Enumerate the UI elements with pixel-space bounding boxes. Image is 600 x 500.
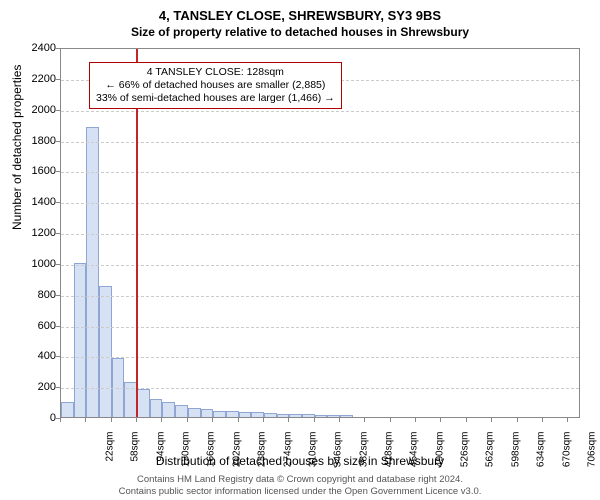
ytick-label: 1000 [16,258,56,270]
footer: Contains HM Land Registry data © Crown c… [0,474,600,498]
ytick-mark [55,202,60,203]
bar [188,408,201,417]
xtick-mark [314,418,315,422]
xtick-mark [60,418,61,422]
annotation-line1: 4 TANSLEY CLOSE: 128sqm [96,66,335,79]
ytick-mark [55,295,60,296]
bar [213,411,226,417]
xtick-mark [161,418,162,422]
subtitle: Size of property relative to detached ho… [0,23,600,39]
bar [340,415,353,417]
ytick-mark [55,79,60,80]
xtick-mark [212,418,213,422]
xtick-mark [491,418,492,422]
ytick-label: 2200 [16,73,56,85]
bar [302,414,315,417]
gridline [61,111,579,112]
bar [277,414,290,417]
gridline [61,265,579,266]
plot-area: 4 TANSLEY CLOSE: 128sqm ← 66% of detache… [60,48,580,418]
xtick-mark [542,418,543,422]
ytick-mark [55,356,60,357]
footer-line2: Contains public sector information licen… [0,486,600,498]
bar [99,286,112,417]
bar [150,399,163,418]
bar [239,412,252,417]
ytick-label: 1600 [16,165,56,177]
xtick-mark [415,418,416,422]
figure: 4, TANSLEY CLOSE, SHREWSBURY, SY3 9BS Si… [0,0,600,500]
xtick-mark [187,418,188,422]
xtick-mark [517,418,518,422]
ytick-mark [55,387,60,388]
gridline [61,357,579,358]
gridline [61,203,579,204]
gridline [61,327,579,328]
xtick-mark [339,418,340,422]
bar [201,409,214,417]
ytick-mark [55,326,60,327]
bar [251,412,264,417]
bar [289,414,302,417]
ytick-label: 800 [16,289,56,301]
ytick-label: 2000 [16,104,56,116]
ytick-mark [55,110,60,111]
gridline [61,234,579,235]
ytick-mark [55,141,60,142]
xtick-mark [85,418,86,422]
xtick-mark [440,418,441,422]
bar [86,127,99,417]
bar [74,263,87,417]
annotation-box: 4 TANSLEY CLOSE: 128sqm ← 66% of detache… [89,62,342,109]
bar [175,405,188,417]
ytick-label: 1800 [16,135,56,147]
bar [315,415,328,417]
bar [137,389,150,417]
x-axis-label: Distribution of detached houses by size … [0,454,600,468]
ytick-mark [55,48,60,49]
xtick-mark [136,418,137,422]
ytick-mark [55,171,60,172]
ytick-label: 600 [16,320,56,332]
gridline [61,142,579,143]
xtick-mark [567,418,568,422]
xtick-mark [288,418,289,422]
page-title: 4, TANSLEY CLOSE, SHREWSBURY, SY3 9BS [0,0,600,23]
xtick-mark [111,418,112,422]
ytick-label: 400 [16,350,56,362]
xtick-mark [238,418,239,422]
gridline [61,388,579,389]
xtick-mark [263,418,264,422]
ytick-label: 0 [16,412,56,424]
ytick-mark [55,233,60,234]
bar [162,402,175,417]
xtick-mark [390,418,391,422]
bar [226,411,239,417]
bar [264,413,277,417]
bar [61,402,74,417]
chart: 4 TANSLEY CLOSE: 128sqm ← 66% of detache… [60,48,580,418]
bar [327,415,340,417]
footer-line1: Contains HM Land Registry data © Crown c… [0,474,600,486]
annotation-line3: 33% of semi-detached houses are larger (… [96,92,335,105]
ytick-label: 1400 [16,196,56,208]
gridline [61,172,579,173]
ytick-label: 2400 [16,42,56,54]
ytick-label: 1200 [16,227,56,239]
gridline [61,296,579,297]
ytick-mark [55,264,60,265]
xtick-mark [364,418,365,422]
xtick-mark [466,418,467,422]
ytick-label: 200 [16,381,56,393]
annotation-line2: ← 66% of detached houses are smaller (2,… [96,79,335,92]
